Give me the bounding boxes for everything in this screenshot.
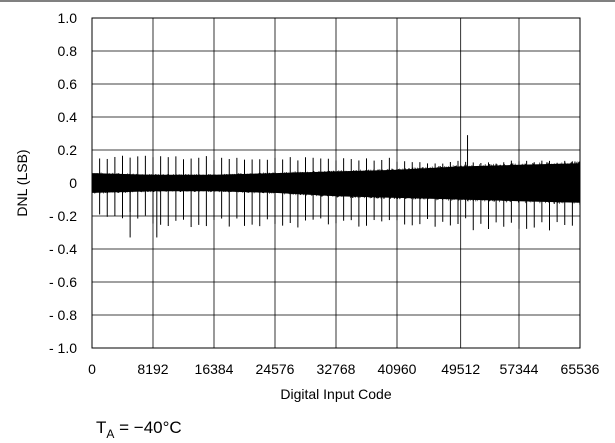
temperature-condition: TA = −40°C [96,418,182,441]
condition-symbol: T [96,418,106,437]
x-tick-label-3: 24576 [256,361,295,377]
y-tick-label-8: - 0.6 [49,274,77,290]
x-tick-label-7: 57344 [500,361,539,377]
x-tick-label-6: 49512 [441,361,480,377]
x-tick-labels: 0 8192 16384 24576 32768 40960 49512 57344 65536 [88,361,600,377]
x-tick-label-8: 65536 [561,361,600,377]
y-tick-label-10: - 1.0 [49,340,77,356]
y-tick-label-2: 0.6 [58,76,78,92]
condition-subscript: A [106,427,114,441]
y-axis-label: DNL (LSB) [14,149,30,216]
y-tick-label-1: 0.8 [58,43,78,59]
y-tick-label-3: 0.4 [58,109,78,125]
y-tick-label-4: 0.2 [58,142,78,158]
dnl-series [91,135,581,238]
x-tick-label-4: 32768 [317,361,356,377]
y-tick-labels: 1.0 0.8 0.6 0.4 0.2 0 - 0.2 - 0.4 - 0.6 - 0.8 - 1.… [49,10,77,356]
x-tick-label-0: 0 [88,361,96,377]
y-tick-label-9: - 0.8 [49,307,77,323]
x-axis-label: Digital Input Code [280,386,392,402]
y-tick-label-0: 1.0 [58,10,78,26]
y-tick-label-5: 0 [69,175,77,191]
y-tick-label-7: - 0.4 [49,241,77,257]
condition-value: = −40°C [114,418,181,437]
y-tick-label-6: - 0.2 [49,208,77,224]
plot-frame [91,17,581,349]
x-tick-label-2: 16384 [195,361,234,377]
x-tick-label-5: 40960 [378,361,417,377]
x-tick-label-1: 8192 [137,361,168,377]
